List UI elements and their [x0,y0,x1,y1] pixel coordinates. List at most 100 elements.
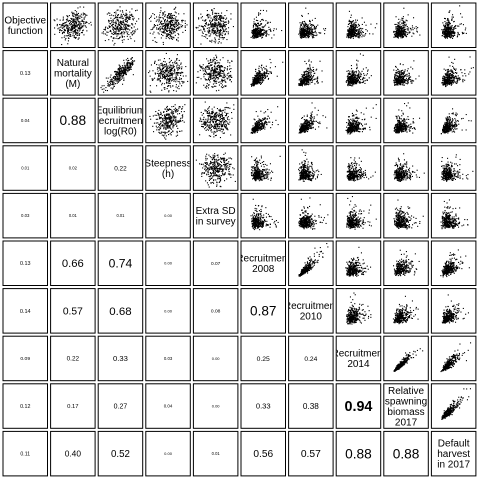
panel-frame [383,240,429,286]
panel-frame [192,192,239,239]
scatter-points [441,294,469,324]
scatter-points [440,342,472,373]
panel-r5-c8 [383,240,429,286]
panel-frame [383,97,429,144]
panel-frame [192,240,239,286]
panel-r9-c6: 0.57 [288,430,334,477]
scatter-points [298,197,329,230]
panel-r0-c3 [145,2,191,48]
scatter-points [250,198,279,231]
panel-frame [2,430,48,477]
panel-r7-c6: 0.24 [288,335,334,382]
panel-frame [50,430,96,477]
scatter-points [345,246,372,277]
panel-r8-c1: 0.17 [50,383,96,429]
correlation-label: 0.04 [21,118,30,123]
scatter-points [393,102,421,134]
scatter-points [393,7,421,39]
panel-r1-c6 [288,50,334,96]
panel-r3-c7 [335,145,382,191]
panel-frame [2,288,48,334]
panel-frame [50,97,96,144]
panel-r2-c9 [430,97,477,144]
scatter-points [101,6,140,46]
panel-r3-c4 [192,145,239,191]
panel-frame [430,2,477,48]
panel-r8-c2: 0.27 [97,383,144,429]
panel-frame [97,97,144,144]
panel-r3-c9 [430,145,477,191]
panel-r0-c4 [192,2,239,48]
panel-r6-c6: Recruitment 2010 [288,288,334,334]
panel-r6-c3: 0.00 [145,288,191,334]
panel-frame [288,50,334,96]
panel-r6-c0: 0.14 [2,288,48,334]
panel-frame [335,335,382,382]
panel-r1-c0: 0.13 [2,50,48,96]
panel-r8-c3: 0.04 [145,383,191,429]
scatter-points [393,249,420,277]
panel-r9-c2: 0.52 [97,430,144,477]
panel-frame [335,145,382,191]
scatter-points [441,5,467,39]
panel-frame [288,145,334,191]
panel-r5-c2: 0.74 [97,240,144,286]
panel-frame [335,192,382,239]
variable-label: Recruitment 2014 [331,349,385,371]
panel-r4-c6 [288,192,334,239]
panel-frame [288,240,334,286]
panel-frame [50,240,96,286]
correlation-label: 0.07 [211,261,221,267]
panel-r6-c4: 0.08 [192,288,239,334]
panel-r6-c2: 0.68 [97,288,144,334]
correlation-label: 0.33 [113,354,128,363]
scatter-points [298,149,322,182]
scatter-points [298,243,329,277]
panel-r9-c7: 0.88 [335,430,382,477]
variable-label: Objective function [4,16,46,38]
correlation-label: 0.17 [67,404,78,410]
scatter-points [250,58,284,87]
panel-frame [383,50,429,96]
panel-r8-c7: 0.94 [335,383,382,429]
correlation-label: 0.02 [69,166,78,171]
panel-r6-c8 [383,288,429,334]
correlation-label: 0.87 [250,304,276,319]
scatter-points [393,153,425,182]
panel-frame [240,145,286,191]
panel-r2-c5 [240,97,286,144]
panel-frame [240,2,286,48]
panel-r1-c3 [145,50,191,96]
correlation-label: 0.94 [345,399,373,415]
scatter-points [392,295,419,325]
variable-label: Steepness (h) [144,158,191,180]
correlation-label: 0.38 [303,402,319,411]
scatter-points [53,6,92,46]
scatter-points [250,9,283,39]
panel-frame [97,430,144,477]
panel-r5-c4: 0.07 [192,240,239,286]
scatter-points [199,101,235,139]
scatter-points [441,56,474,88]
correlation-label: 0.66 [62,258,84,270]
panel-frame [97,192,144,239]
panel-r1-c8 [383,50,429,96]
panel-r8-c0: 0.12 [2,383,48,429]
panel-frame [192,430,239,477]
panel-r0-c7 [335,2,382,48]
panel-r2-c7 [335,97,382,144]
variable-label: Extra SD in survey [196,206,236,228]
panel-frame [335,2,382,48]
panel-r1-c9 [430,50,477,96]
panel-frame [145,335,191,382]
panel-frame [97,145,144,191]
panel-r3-c2: 0.22 [97,145,144,191]
panel-r7-c9 [430,335,477,382]
scatter-points [441,388,471,420]
panel-frame [97,383,144,429]
scatter-points [195,54,233,92]
panel-frame [240,335,286,382]
panel-frame [288,430,334,477]
panel-frame [430,288,477,334]
panel-r4-c8 [383,192,429,239]
